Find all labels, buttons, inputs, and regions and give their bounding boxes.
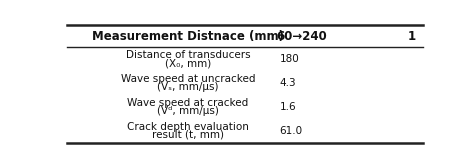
Text: (Vᵈ, mm/μs): (Vᵈ, mm/μs) xyxy=(157,106,219,116)
Text: Crack depth evaluation: Crack depth evaluation xyxy=(127,122,249,132)
Text: Wave speed at uncracked: Wave speed at uncracked xyxy=(120,74,255,84)
Text: 1.6: 1.6 xyxy=(280,102,296,112)
Text: (X₀, mm): (X₀, mm) xyxy=(164,58,211,68)
Text: 61.0: 61.0 xyxy=(280,126,303,136)
Text: result (t, mm): result (t, mm) xyxy=(152,129,224,140)
Text: Distance of transducers: Distance of transducers xyxy=(126,50,250,60)
Text: 180: 180 xyxy=(280,54,300,64)
Text: Wave speed at cracked: Wave speed at cracked xyxy=(127,98,248,108)
Text: 4.3: 4.3 xyxy=(280,78,296,88)
Text: 60→240: 60→240 xyxy=(276,30,327,43)
Text: 1: 1 xyxy=(408,30,416,43)
Text: (Vₛ, mm/μs): (Vₛ, mm/μs) xyxy=(157,82,219,92)
Text: Measurement Distnace (mm): Measurement Distnace (mm) xyxy=(92,30,284,43)
